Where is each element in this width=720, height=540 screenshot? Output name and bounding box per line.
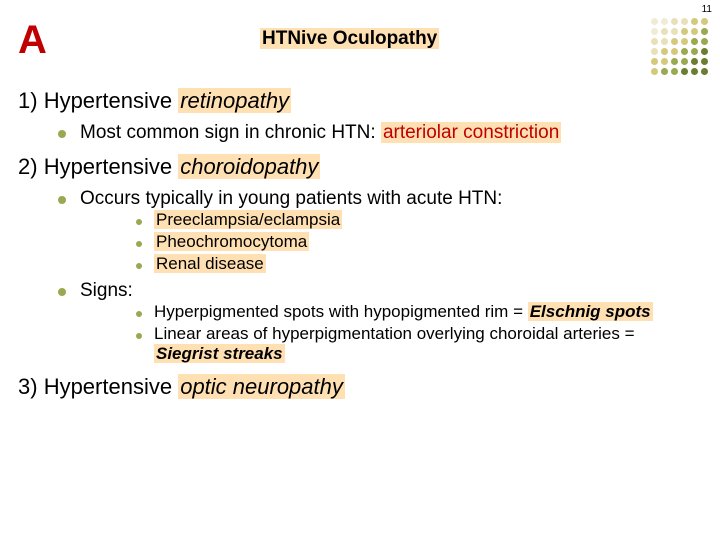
- dot-icon: [661, 58, 668, 65]
- sublist: Hyperpigmented spots with hypopigmented …: [136, 302, 702, 364]
- bullet-icon: [136, 219, 142, 225]
- dot-icon: [651, 28, 658, 35]
- bullet-icon: [136, 263, 142, 269]
- list-item: Signs:: [58, 280, 702, 302]
- section-2-label: Hypertensive: [44, 154, 172, 179]
- dot-icon: [701, 58, 708, 65]
- title-text: HTNive Oculopathy: [260, 28, 439, 49]
- dot-icon: [691, 68, 698, 75]
- dot-icon: [671, 48, 678, 55]
- section-3-keyword: optic neuropathy: [178, 374, 345, 399]
- sub-text: Renal disease: [154, 254, 266, 273]
- dot-icon: [691, 28, 698, 35]
- list-item: Pheochromocytoma: [136, 232, 702, 252]
- dot-icon: [651, 58, 658, 65]
- dot-icon: [651, 38, 658, 45]
- dot-icon: [681, 38, 688, 45]
- term: Elschnig spots: [528, 302, 653, 321]
- sub-text: Hyperpigmented spots with hypopigmented …: [154, 302, 528, 321]
- dot-icon: [661, 28, 668, 35]
- bullet-icon: [136, 333, 142, 339]
- term: Siegrist streaks: [154, 344, 285, 363]
- section-1-body: Most common sign in chronic HTN: arterio…: [58, 122, 702, 144]
- dot-grid-decoration: [651, 18, 710, 77]
- item-text: Occurs typically in young patients with …: [80, 188, 502, 210]
- dot-icon: [681, 68, 688, 75]
- dot-icon: [681, 28, 688, 35]
- list-item: Hyperpigmented spots with hypopigmented …: [136, 302, 702, 322]
- bullet-icon: [58, 130, 66, 138]
- section-2-keyword: choroidopathy: [178, 154, 320, 179]
- dot-icon: [701, 38, 708, 45]
- dot-icon: [661, 18, 668, 25]
- list-item: Linear areas of hyperpigmentation overly…: [136, 324, 702, 364]
- dot-icon: [701, 68, 708, 75]
- section-1-keyword: retinopathy: [178, 88, 291, 113]
- dot-icon: [651, 68, 658, 75]
- section-3: 3) Hypertensive optic neuropathy: [18, 374, 702, 400]
- dot-icon: [651, 18, 658, 25]
- dot-icon: [671, 28, 678, 35]
- section-2-num: 2): [18, 154, 38, 179]
- dot-icon: [701, 48, 708, 55]
- bullet-icon: [136, 241, 142, 247]
- sub-text: Linear areas of hyperpigmentation overly…: [154, 324, 635, 343]
- dot-icon: [701, 28, 708, 35]
- section-2-body: Occurs typically in young patients with …: [58, 188, 702, 364]
- section-3-label: Hypertensive: [44, 374, 172, 399]
- dot-icon: [681, 48, 688, 55]
- dot-icon: [681, 18, 688, 25]
- item-highlight: arteriolar constriction: [381, 122, 561, 143]
- dot-icon: [691, 38, 698, 45]
- section-1-heading: 1) Hypertensive retinopathy: [18, 88, 702, 114]
- section-1: 1) Hypertensive retinopathy Most common …: [18, 88, 702, 144]
- list-item: Preeclampsia/eclampsia: [136, 210, 702, 230]
- letter-badge: A: [18, 18, 47, 63]
- list-item: Most common sign in chronic HTN: arterio…: [58, 122, 702, 144]
- dot-icon: [691, 48, 698, 55]
- content-area: 1) Hypertensive retinopathy Most common …: [18, 88, 702, 408]
- section-2: 2) Hypertensive choroidopathy Occurs typ…: [18, 154, 702, 364]
- section-2-heading: 2) Hypertensive choroidopathy: [18, 154, 702, 180]
- dot-icon: [661, 38, 668, 45]
- dot-icon: [661, 48, 668, 55]
- slide-title: HTNive Oculopathy: [260, 28, 439, 50]
- dot-icon: [671, 38, 678, 45]
- dot-icon: [671, 68, 678, 75]
- bullet-icon: [136, 311, 142, 317]
- dot-icon: [691, 18, 698, 25]
- page-number: 11: [702, 4, 712, 15]
- dot-icon: [681, 58, 688, 65]
- section-1-num: 1): [18, 88, 38, 113]
- bullet-icon: [58, 196, 66, 204]
- dot-icon: [661, 68, 668, 75]
- list-item: Renal disease: [136, 254, 702, 274]
- dot-icon: [671, 58, 678, 65]
- bullet-icon: [58, 288, 66, 296]
- item-text: Signs:: [80, 280, 133, 302]
- section-1-label: Hypertensive: [44, 88, 172, 113]
- section-3-num: 3): [18, 374, 38, 399]
- sublist: Preeclampsia/eclampsia Pheochromocytoma …: [136, 210, 702, 274]
- sub-text: Pheochromocytoma: [154, 232, 309, 251]
- dot-icon: [691, 58, 698, 65]
- section-3-heading: 3) Hypertensive optic neuropathy: [18, 374, 702, 400]
- sub-text: Preeclampsia/eclampsia: [154, 210, 342, 229]
- dot-icon: [671, 18, 678, 25]
- dot-icon: [651, 48, 658, 55]
- dot-icon: [701, 18, 708, 25]
- item-text: Most common sign in chronic HTN:: [80, 122, 376, 143]
- list-item: Occurs typically in young patients with …: [58, 188, 702, 210]
